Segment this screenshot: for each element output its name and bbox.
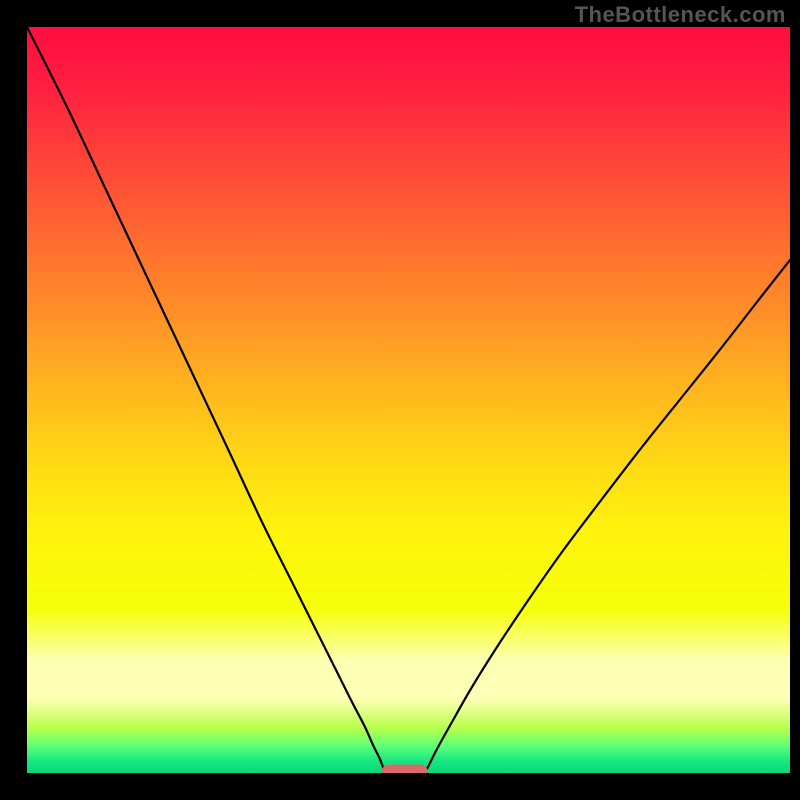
bottleneck-curve-chart <box>27 27 790 773</box>
watermark-text: TheBottleneck.com <box>575 2 786 28</box>
optimal-marker <box>382 765 428 773</box>
plot-area <box>27 27 790 773</box>
right-curve <box>425 260 790 772</box>
left-curve <box>27 27 385 772</box>
